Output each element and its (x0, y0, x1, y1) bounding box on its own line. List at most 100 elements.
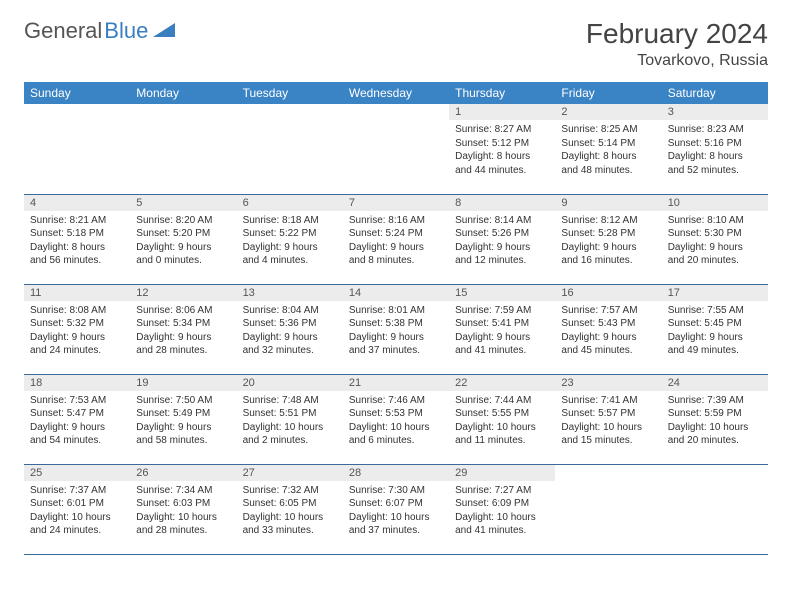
day-line: Sunset: 5:55 PM (455, 407, 549, 421)
day-line: Sunrise: 7:39 AM (668, 394, 762, 408)
calendar-day-cell: 24Sunrise: 7:39 AMSunset: 5:59 PMDayligh… (662, 374, 768, 464)
day-line: Sunset: 5:32 PM (30, 317, 124, 331)
day-line: Sunset: 5:22 PM (243, 227, 337, 241)
day-content: Sunrise: 7:50 AMSunset: 5:49 PMDaylight:… (130, 391, 236, 454)
day-line: Daylight: 9 hours (136, 331, 230, 345)
day-content: Sunrise: 7:55 AMSunset: 5:45 PMDaylight:… (662, 301, 768, 364)
day-line: and 56 minutes. (30, 254, 124, 268)
day-line: Daylight: 9 hours (136, 241, 230, 255)
day-line: Sunrise: 7:27 AM (455, 484, 549, 498)
day-line: Daylight: 9 hours (349, 241, 443, 255)
day-line: and 6 minutes. (349, 434, 443, 448)
day-line: Sunrise: 8:06 AM (136, 304, 230, 318)
day-content: Sunrise: 8:25 AMSunset: 5:14 PMDaylight:… (555, 120, 661, 183)
day-content: Sunrise: 7:44 AMSunset: 5:55 PMDaylight:… (449, 391, 555, 454)
day-number: 6 (237, 195, 343, 211)
day-content: Sunrise: 7:32 AMSunset: 6:05 PMDaylight:… (237, 481, 343, 544)
day-number: 25 (24, 465, 130, 481)
day-line: Daylight: 10 hours (455, 421, 549, 435)
day-content: Sunrise: 7:34 AMSunset: 6:03 PMDaylight:… (130, 481, 236, 544)
calendar-day-cell: 26Sunrise: 7:34 AMSunset: 6:03 PMDayligh… (130, 464, 236, 554)
day-line: and 20 minutes. (668, 434, 762, 448)
day-line: Sunset: 5:49 PM (136, 407, 230, 421)
day-line: Sunrise: 8:18 AM (243, 214, 337, 228)
day-content: Sunrise: 8:14 AMSunset: 5:26 PMDaylight:… (449, 211, 555, 274)
day-number: 13 (237, 285, 343, 301)
calendar-day-cell: 15Sunrise: 7:59 AMSunset: 5:41 PMDayligh… (449, 284, 555, 374)
day-content: Sunrise: 8:08 AMSunset: 5:32 PMDaylight:… (24, 301, 130, 364)
weekday-header: Saturday (662, 82, 768, 104)
header-row: GeneralBlue February 2024 Tovarkovo, Rus… (24, 18, 768, 70)
weekday-header: Thursday (449, 82, 555, 104)
day-line: Sunrise: 8:27 AM (455, 123, 549, 137)
day-line: Sunset: 5:53 PM (349, 407, 443, 421)
day-line: and 0 minutes. (136, 254, 230, 268)
calendar-day-cell: 4Sunrise: 8:21 AMSunset: 5:18 PMDaylight… (24, 194, 130, 284)
calendar-day-cell: 21Sunrise: 7:46 AMSunset: 5:53 PMDayligh… (343, 374, 449, 464)
day-line: Daylight: 9 hours (30, 421, 124, 435)
day-content: Sunrise: 8:12 AMSunset: 5:28 PMDaylight:… (555, 211, 661, 274)
day-line: Sunrise: 7:55 AM (668, 304, 762, 318)
calendar-day-cell: 10Sunrise: 8:10 AMSunset: 5:30 PMDayligh… (662, 194, 768, 284)
calendar-day-cell: 1Sunrise: 8:27 AMSunset: 5:12 PMDaylight… (449, 104, 555, 194)
calendar-day-cell: 3Sunrise: 8:23 AMSunset: 5:16 PMDaylight… (662, 104, 768, 194)
day-line: Sunset: 6:07 PM (349, 497, 443, 511)
day-number: 19 (130, 375, 236, 391)
day-number: 27 (237, 465, 343, 481)
day-line: Daylight: 9 hours (561, 241, 655, 255)
day-line: Sunrise: 8:14 AM (455, 214, 549, 228)
day-number: 26 (130, 465, 236, 481)
day-number: 28 (343, 465, 449, 481)
calendar-day-cell: 8Sunrise: 8:14 AMSunset: 5:26 PMDaylight… (449, 194, 555, 284)
day-line: and 54 minutes. (30, 434, 124, 448)
day-line: Sunrise: 8:04 AM (243, 304, 337, 318)
day-number: 11 (24, 285, 130, 301)
calendar-day-cell: 14Sunrise: 8:01 AMSunset: 5:38 PMDayligh… (343, 284, 449, 374)
day-line: Sunrise: 7:59 AM (455, 304, 549, 318)
day-line: and 24 minutes. (30, 344, 124, 358)
day-number: 1 (449, 104, 555, 120)
calendar-day-cell: 22Sunrise: 7:44 AMSunset: 5:55 PMDayligh… (449, 374, 555, 464)
day-number: 8 (449, 195, 555, 211)
day-line: and 45 minutes. (561, 344, 655, 358)
day-content: Sunrise: 7:59 AMSunset: 5:41 PMDaylight:… (449, 301, 555, 364)
weekday-header: Monday (130, 82, 236, 104)
calendar-day-cell (555, 464, 661, 554)
day-line: Daylight: 9 hours (243, 241, 337, 255)
day-line: Daylight: 10 hours (455, 511, 549, 525)
logo: GeneralBlue (24, 18, 175, 44)
day-line: and 20 minutes. (668, 254, 762, 268)
calendar-day-cell: 27Sunrise: 7:32 AMSunset: 6:05 PMDayligh… (237, 464, 343, 554)
day-line: Daylight: 9 hours (243, 331, 337, 345)
calendar-day-cell: 29Sunrise: 7:27 AMSunset: 6:09 PMDayligh… (449, 464, 555, 554)
title-block: February 2024 Tovarkovo, Russia (586, 18, 768, 70)
day-content: Sunrise: 7:37 AMSunset: 6:01 PMDaylight:… (24, 481, 130, 544)
day-line: Sunset: 5:51 PM (243, 407, 337, 421)
day-content: Sunrise: 7:46 AMSunset: 5:53 PMDaylight:… (343, 391, 449, 454)
day-line: and 52 minutes. (668, 164, 762, 178)
logo-text-gray: General (24, 18, 102, 44)
day-line: Daylight: 8 hours (455, 150, 549, 164)
day-line: and 44 minutes. (455, 164, 549, 178)
day-line: Sunset: 5:47 PM (30, 407, 124, 421)
calendar-day-cell (130, 104, 236, 194)
day-line: and 58 minutes. (136, 434, 230, 448)
day-number: 22 (449, 375, 555, 391)
day-line: and 41 minutes. (455, 524, 549, 538)
day-line: Daylight: 10 hours (30, 511, 124, 525)
day-line: Sunset: 5:41 PM (455, 317, 549, 331)
month-title: February 2024 (586, 18, 768, 50)
location-label: Tovarkovo, Russia (586, 52, 768, 70)
day-line: Sunrise: 7:34 AM (136, 484, 230, 498)
calendar-week-row: 18Sunrise: 7:53 AMSunset: 5:47 PMDayligh… (24, 374, 768, 464)
day-content: Sunrise: 8:27 AMSunset: 5:12 PMDaylight:… (449, 120, 555, 183)
day-line: Sunrise: 8:20 AM (136, 214, 230, 228)
calendar-week-row: 25Sunrise: 7:37 AMSunset: 6:01 PMDayligh… (24, 464, 768, 554)
day-line: Sunset: 6:01 PM (30, 497, 124, 511)
day-line: Daylight: 8 hours (561, 150, 655, 164)
day-line: Daylight: 10 hours (243, 421, 337, 435)
day-line: Sunset: 5:38 PM (349, 317, 443, 331)
day-line: Sunrise: 8:08 AM (30, 304, 124, 318)
day-line: and 37 minutes. (349, 344, 443, 358)
day-line: Daylight: 8 hours (668, 150, 762, 164)
